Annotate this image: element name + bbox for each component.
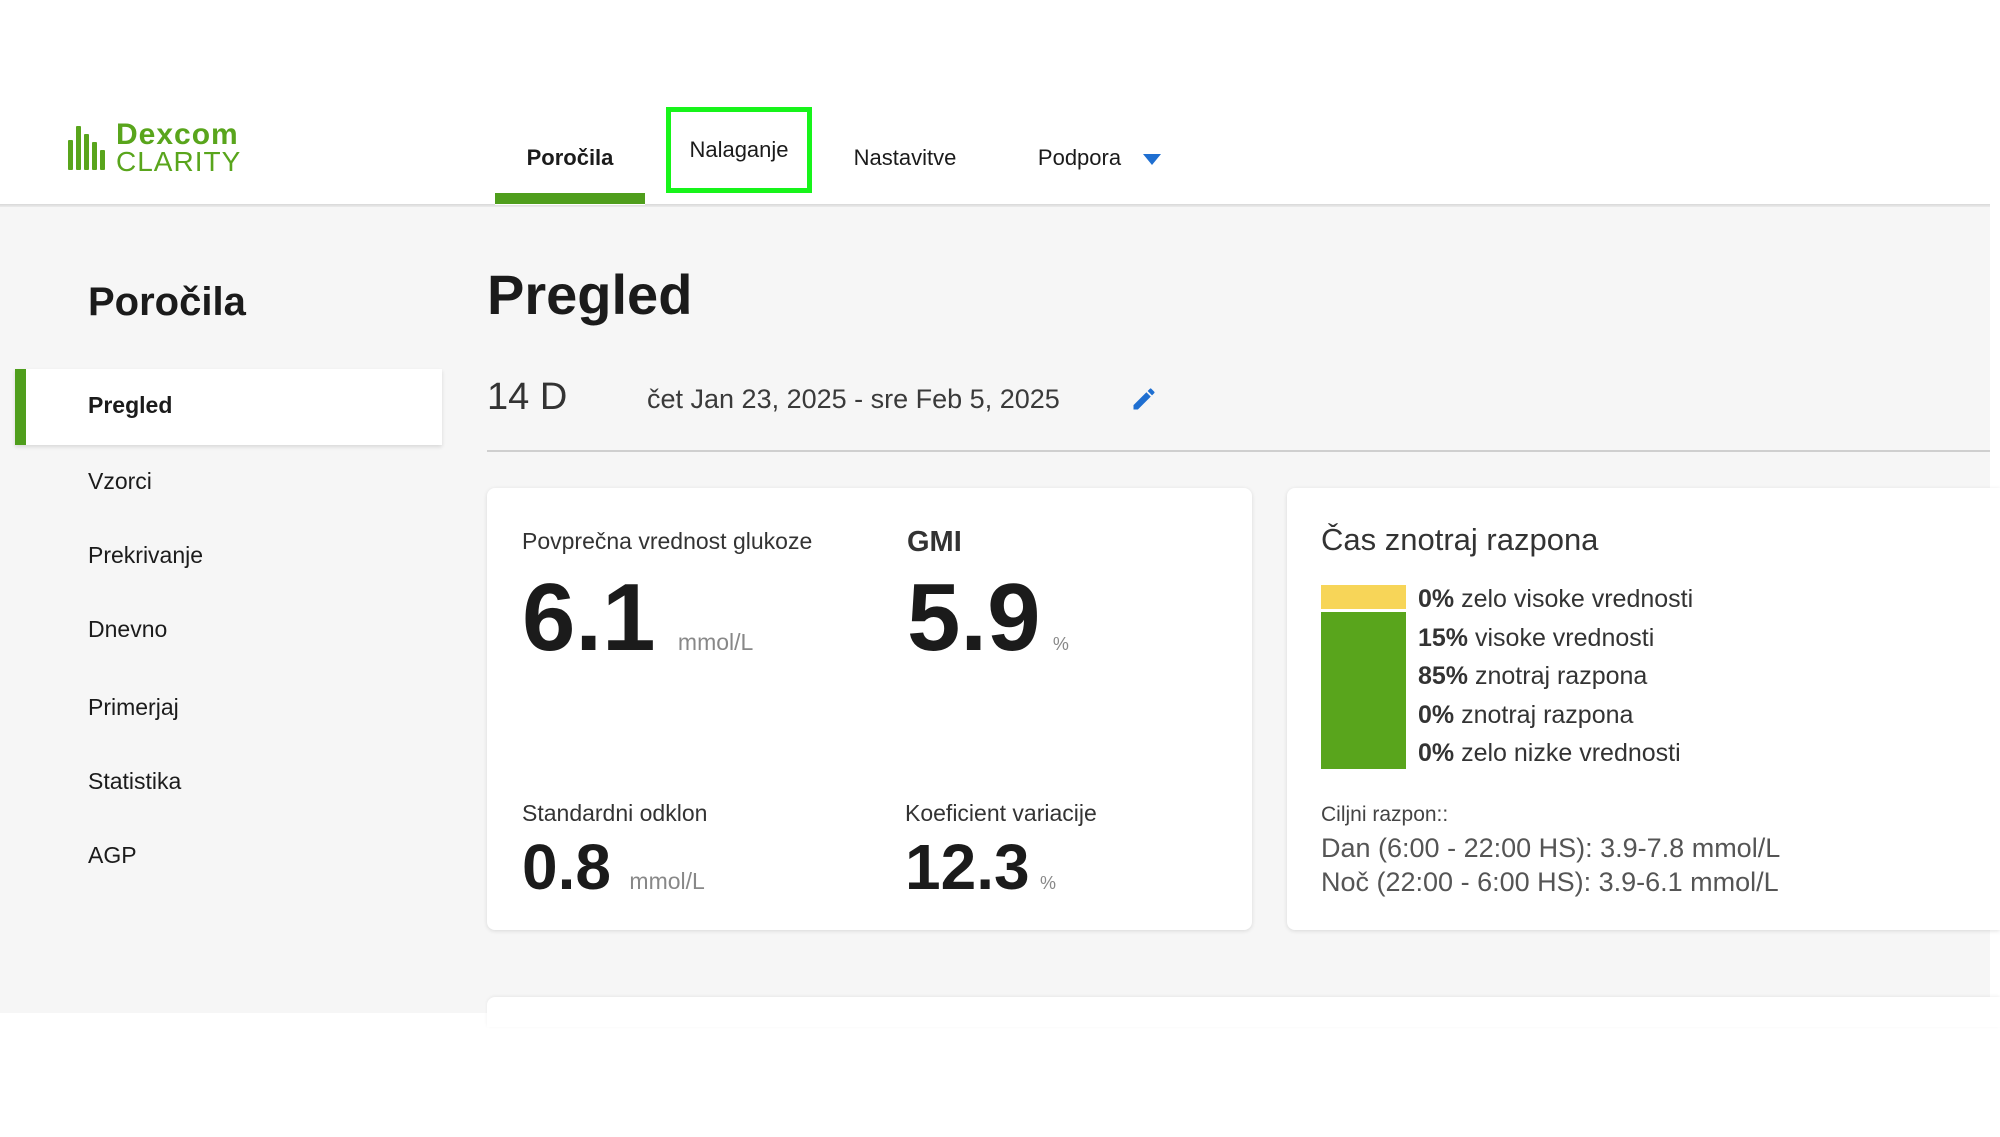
date-range-text: čet Jan 23, 2025 - sre Feb 5, 2025 <box>647 384 1060 414</box>
tir-row-in-range: 85% znotraj razpona <box>1418 662 1647 691</box>
tir-pct: 0% <box>1418 585 1455 613</box>
target-range-label: Ciljni razpon:: <box>1321 803 1449 826</box>
target-range-night: Noč (22:00 - 6:00 HS): 3.9-6.1 mmol/L <box>1321 867 1779 897</box>
tab-nalaganje[interactable]: Nalaganje <box>666 107 812 193</box>
dexcom-clarity-logo[interactable]: Dexcom CLARITY <box>68 120 248 180</box>
pencil-icon[interactable] <box>1130 385 1158 413</box>
time-in-range-title: Čas znotraj razpona <box>1321 522 1599 557</box>
sd-value-group: 0.8 mmol/L <box>522 835 705 899</box>
tir-pct: 0% <box>1418 739 1455 767</box>
tir-pct: 85% <box>1418 662 1469 690</box>
sidebar-title: Poročila <box>88 280 246 324</box>
tab-nastavitve-label: Nastavitve <box>853 144 957 170</box>
tab-podpora[interactable]: Podpora <box>1022 110 1177 205</box>
tir-bar-very-high <box>1321 585 1406 609</box>
cv-unit: % <box>1040 873 1057 893</box>
sd-label: Standardni odklon <box>522 800 708 826</box>
sidebar-item-agp[interactable]: AGP <box>88 842 137 868</box>
page-bottom <box>7 1013 2000 1137</box>
sidebar-item-primerjaj[interactable]: Primerjaj <box>88 694 179 720</box>
sidebar-item-dnevno[interactable]: Dnevno <box>88 616 168 642</box>
cv-value-group: 12.3 % <box>905 835 1056 899</box>
target-range-day: Dan (6:00 - 22:00 HS): 3.9-7.8 mmol/L <box>1321 833 1781 863</box>
avg-glucose-label: Povprečna vrednost glukoze <box>522 528 813 554</box>
cv-value: 12.3 <box>905 831 1030 903</box>
tir-row-low: 0% znotraj razpona <box>1418 701 1633 730</box>
tir-pct: 15% <box>1418 624 1469 652</box>
logo-bars-icon <box>68 126 108 170</box>
tir-label: visoke vrednosti <box>1475 624 1655 652</box>
glucose-stats-card: Povprečna vrednost glukoze 6.1 mmol/L GM… <box>487 488 1252 930</box>
next-card-partial <box>487 997 2000 1027</box>
gmi-value-group: 5.9 % <box>907 570 1069 666</box>
page-title: Pregled <box>487 263 693 326</box>
sidebar-active-item-bg[interactable] <box>15 369 442 445</box>
tab-podpora-label: Podpora <box>1037 144 1122 170</box>
tir-label: znotraj razpona <box>1461 701 1634 729</box>
tab-active-indicator <box>495 193 645 204</box>
tir-label: znotraj razpona <box>1475 662 1648 690</box>
sidebar-item-prekrivanje[interactable]: Prekrivanje <box>88 542 204 568</box>
logo-text-dexcom: Dexcom <box>116 118 239 151</box>
sidebar-item-statistika[interactable]: Statistika <box>88 768 182 794</box>
logo-text-clarity: CLARITY <box>116 146 242 177</box>
tir-label: zelo visoke vrednosti <box>1461 585 1694 613</box>
sd-value: 0.8 <box>522 831 611 903</box>
sd-unit: mmol/L <box>629 868 705 894</box>
gmi-value: 5.9 <box>907 564 1041 671</box>
sidebar-active-indicator <box>15 369 26 445</box>
gmi-unit: % <box>1052 634 1069 654</box>
tab-porocila[interactable]: Poročila <box>495 110 645 205</box>
tab-porocila-label: Poročila <box>526 144 614 170</box>
tir-pct: 0% <box>1418 701 1455 729</box>
cv-label: Koeficient variacije <box>905 800 1097 826</box>
tir-row-very-high: 0% zelo visoke vrednosti <box>1418 585 1693 614</box>
top-header <box>0 0 2000 205</box>
tir-label: zelo nizke vrednosti <box>1461 739 1681 767</box>
divider <box>487 450 1990 452</box>
tir-row-very-low: 0% zelo nizke vrednosti <box>1418 739 1681 768</box>
chevron-down-icon[interactable] <box>1143 154 1162 165</box>
tab-nalaganje-label: Nalaganje <box>689 137 789 162</box>
sidebar-item-pregled[interactable]: Pregled <box>88 392 173 418</box>
avg-glucose-value-group: 6.1 mmol/L <box>522 570 753 666</box>
tir-bar-in-range <box>1321 612 1406 769</box>
gmi-label: GMI <box>907 526 962 558</box>
tab-nastavitve[interactable]: Nastavitve <box>840 110 970 205</box>
sidebar-item-vzorci[interactable]: Vzorci <box>88 468 152 494</box>
date-range-days: 14 D <box>487 376 568 418</box>
avg-glucose-unit: mmol/L <box>677 629 754 655</box>
avg-glucose-value: 6.1 <box>522 564 656 671</box>
tir-row-high: 15% visoke vrednosti <box>1418 624 1654 653</box>
